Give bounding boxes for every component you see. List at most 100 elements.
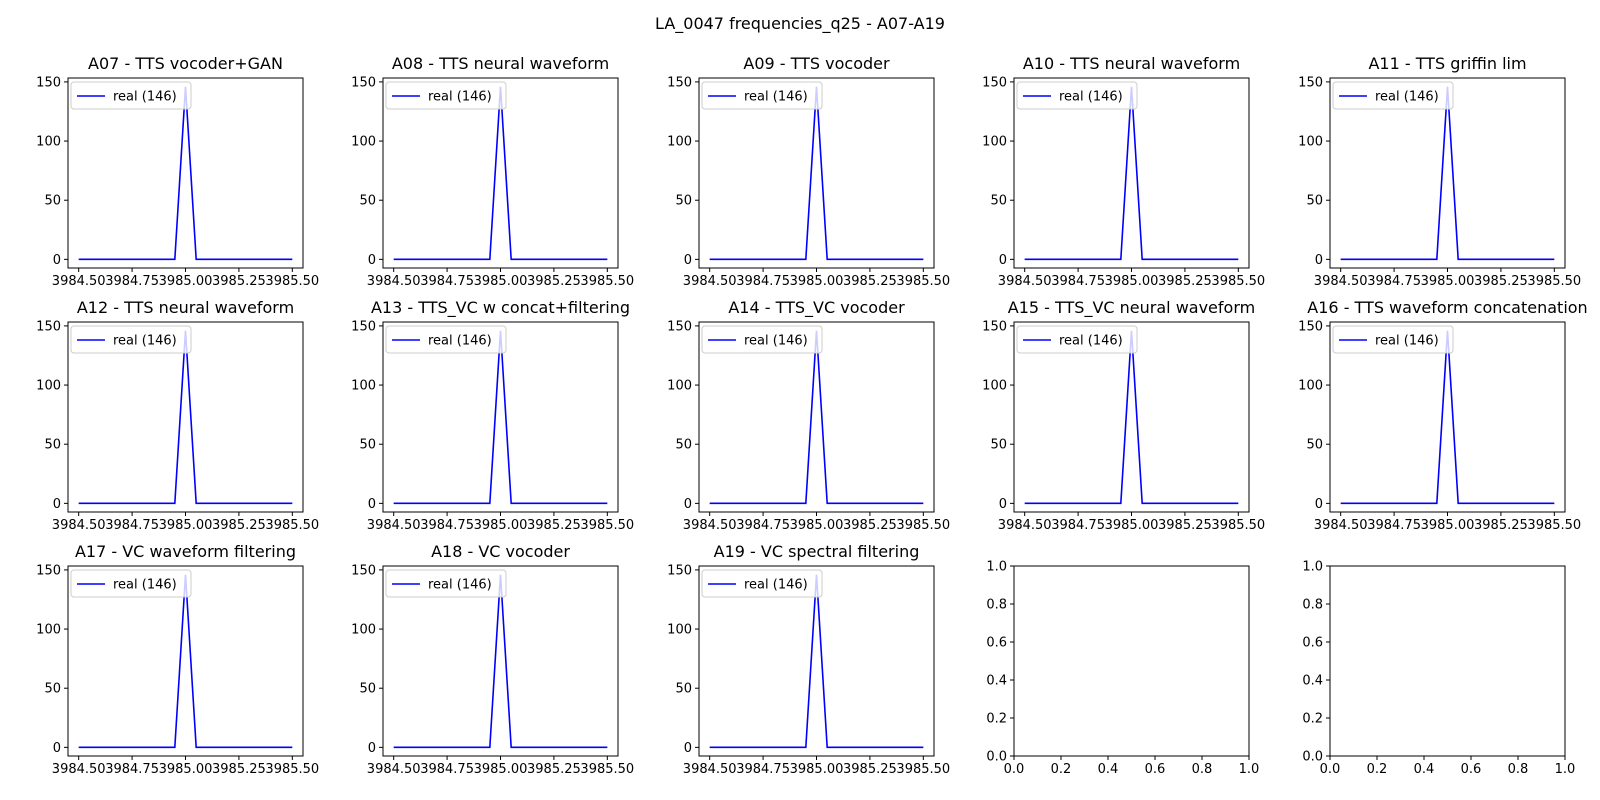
series-line	[709, 86, 924, 261]
y-tick-label: 0	[999, 497, 1007, 512]
x-tick-label: 3985.50	[1527, 274, 1581, 289]
y-tick-label: 50	[1306, 194, 1323, 209]
legend-box	[70, 569, 192, 598]
y-tick-label: 0	[368, 253, 376, 268]
series-line	[1024, 330, 1239, 505]
legend-label: real (146)	[428, 90, 492, 105]
y-tick-label: 50	[359, 682, 376, 697]
y-tick-label: 50	[359, 438, 376, 453]
series-line	[1340, 86, 1555, 261]
legend-label: real (146)	[1375, 90, 1439, 105]
legend-label: real (146)	[113, 90, 177, 105]
x-tick-label: 0.0	[1320, 762, 1341, 777]
subplot-title: A12 - TTS neural waveform	[77, 298, 294, 317]
x-tick-label: 3984.75	[105, 274, 159, 289]
y-tick-label: 0	[53, 741, 61, 756]
subplot-8: A14 - TTS_VC vocoder 3984.50 3984.75 3985.0…	[667, 298, 950, 533]
x-tick-label: 3985.25	[527, 762, 581, 777]
y-tick-label: 0.6	[1302, 636, 1323, 651]
y-tick-label: 150	[1298, 319, 1323, 334]
y-tick-label: 0	[53, 497, 61, 512]
y-tick-label: 150	[36, 319, 61, 334]
y-tick-label: 150	[351, 319, 376, 334]
y-tick-label: 50	[44, 682, 61, 697]
subplot-title: A16 - TTS waveform concatenation	[1307, 298, 1587, 317]
series-line	[393, 574, 608, 749]
y-tick-label: 100	[351, 623, 376, 638]
x-tick-label: 3985.25	[843, 762, 897, 777]
axes-frame	[1013, 565, 1250, 757]
x-tick-label: 3984.75	[420, 274, 474, 289]
y-tick-label: 50	[1306, 438, 1323, 453]
x-tick-label: 3984.50	[1314, 274, 1368, 289]
y-tick-label: 1.0	[986, 560, 1007, 575]
x-tick-label: 3985.00	[790, 274, 844, 289]
y-tick-label: 150	[667, 319, 692, 334]
y-tick-label: 0	[684, 253, 692, 268]
x-tick-label: 3985.50	[1211, 274, 1265, 289]
y-tick-label: 150	[1298, 75, 1323, 90]
y-tick-label: 0	[684, 497, 692, 512]
series-line	[78, 86, 293, 261]
series-line	[1340, 330, 1555, 505]
y-tick-label: 50	[44, 438, 61, 453]
x-tick-label: 3984.50	[367, 274, 421, 289]
y-tick-label: 150	[667, 75, 692, 90]
y-tick-label: 0.2	[986, 712, 1007, 727]
legend: real (146)	[70, 81, 192, 110]
y-tick-label: 0.4	[986, 674, 1007, 689]
x-tick-label: 3985.25	[212, 518, 266, 533]
y-tick-label: 50	[990, 438, 1007, 453]
series-line	[78, 330, 293, 505]
x-tick-label: 3984.50	[52, 518, 106, 533]
legend-label: real (146)	[1059, 90, 1123, 105]
y-tick-label: 50	[675, 194, 692, 209]
x-tick-label: 3984.75	[420, 518, 474, 533]
series-line	[709, 574, 924, 749]
legend-box	[70, 81, 192, 110]
subplot-title: A14 - TTS_VC vocoder	[728, 298, 905, 318]
y-tick-label: 150	[982, 319, 1007, 334]
x-tick-label: 3984.50	[683, 274, 737, 289]
y-tick-label: 100	[982, 379, 1007, 394]
y-tick-label: 0	[368, 497, 376, 512]
y-tick-label: 0	[1315, 253, 1323, 268]
x-tick-label: 3984.50	[683, 762, 737, 777]
legend: real (146)	[385, 569, 507, 598]
subplot-title: A19 - VC spectral filtering	[714, 542, 920, 561]
legend: real (146)	[385, 325, 507, 354]
y-tick-label: 150	[36, 75, 61, 90]
subplot-13: A19 - VC spectral filtering 3984.50 3984.7…	[667, 542, 950, 777]
legend-box	[70, 325, 192, 354]
legend: real (146)	[385, 81, 507, 110]
x-tick-label: 3985.50	[265, 274, 319, 289]
y-tick-label: 0	[684, 741, 692, 756]
legend-label: real (146)	[744, 578, 808, 593]
subplot-title: A09 - TTS vocoder	[743, 54, 890, 73]
x-tick-label: 3985.50	[1527, 518, 1581, 533]
subplot-title: A15 - TTS_VC neural waveform	[1008, 298, 1255, 318]
x-tick-label: 3985.25	[212, 762, 266, 777]
y-tick-label: 100	[667, 623, 692, 638]
x-tick-label: 3985.50	[265, 518, 319, 533]
y-tick-label: 100	[667, 135, 692, 150]
y-tick-label: 0.0	[1302, 750, 1323, 765]
x-tick-label: 3985.00	[1421, 274, 1475, 289]
series-line	[393, 330, 608, 505]
x-tick-label: 3985.25	[1474, 274, 1528, 289]
subplot-title: A11 - TTS griffin lim	[1368, 54, 1526, 73]
y-tick-label: 100	[667, 379, 692, 394]
y-tick-label: 50	[44, 194, 61, 209]
x-tick-label: 3985.25	[1158, 518, 1212, 533]
subplot-11: A17 - VC waveform filtering 3984.50 3984.7…	[36, 542, 319, 777]
figure-title: LA_0047 frequencies_q25 - A07-A19	[655, 14, 945, 34]
x-tick-label: 3985.25	[212, 274, 266, 289]
x-tick-label: 3985.25	[1158, 274, 1212, 289]
y-tick-label: 100	[36, 379, 61, 394]
x-tick-label: 3985.50	[580, 274, 634, 289]
